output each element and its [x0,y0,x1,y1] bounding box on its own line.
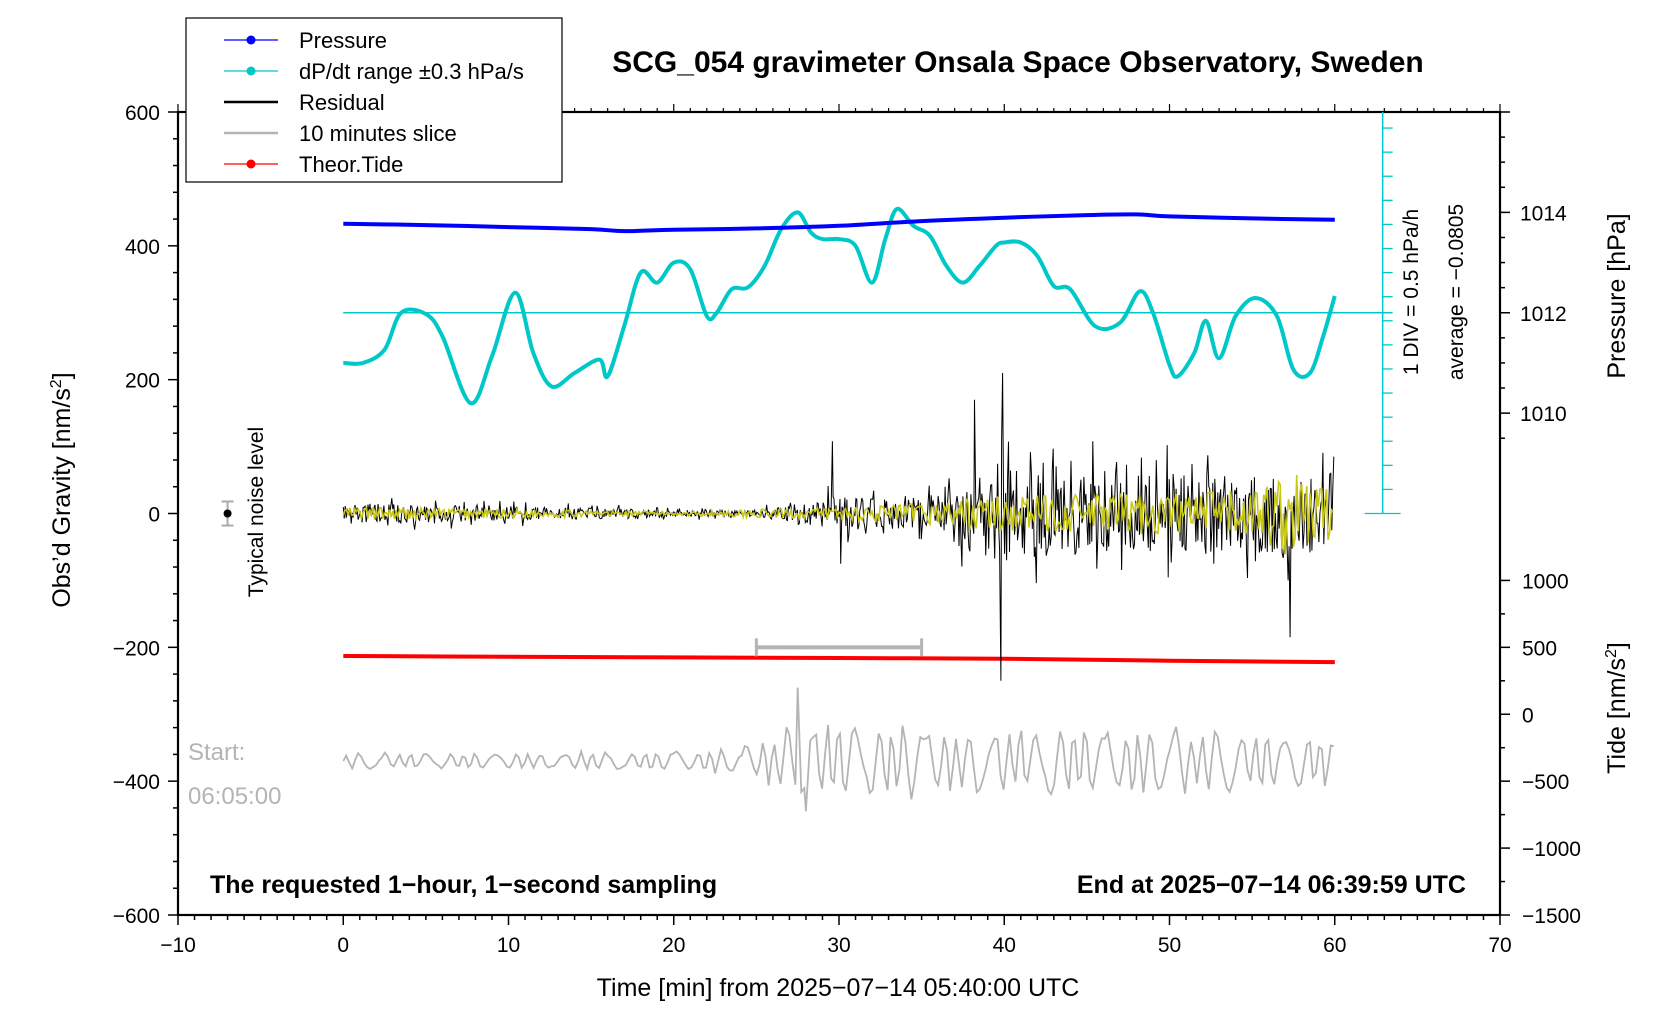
series-layer [342,112,1401,812]
legend-label: dP/dt range ±0.3 hPa/s [299,59,524,84]
legend-label: Pressure [299,28,387,53]
x-axis-label: Time [min] from 2025−07−14 05:40:00 UTC [597,974,1080,1002]
footer-left: The requested 1−hour, 1−second sampling [210,871,717,899]
pressure-tick-label: 1014 [1520,202,1567,225]
residual-smoothed-trace [342,474,1334,555]
tide-tick-label: −1500 [1522,905,1581,928]
x-tick-label: 60 [1323,934,1346,957]
tide-axis: −1500 −1000 −500 0 500 1000 [1500,570,1581,928]
legend-label: Theor.Tide [299,152,403,177]
x-tick-label: 70 [1488,934,1511,957]
x-tick-label: 30 [827,934,850,957]
noise-level-label: Typical noise level [245,427,268,597]
y-tick-label: 600 [125,102,160,125]
legend-marker [246,159,256,169]
slice-start-label: Start: [188,739,245,766]
y-tick-label: 400 [125,236,160,259]
legend-label: Residual [299,90,385,115]
legend-marker [246,35,256,45]
y-tick-label: −400 [113,771,160,794]
x-tick-label: 10 [497,934,520,957]
pressure-tick-label: 1012 [1520,303,1567,326]
pressure-tick-label: 1010 [1520,403,1567,426]
tide-axis-label: Tide [nm/s2] [1603,642,1631,774]
legend-label: 10 minutes slice [299,121,457,146]
dpdt-div-label: 1 DIV = 0.5 hPa/h [1400,209,1423,375]
legend-marker [246,66,256,76]
pressure-line [343,212,1335,234]
dpdt-line [343,206,1337,406]
slice-trace [342,687,1334,812]
pressure-axis: 1010 1012 1014 [1500,111,1567,439]
chart-title: SCG_054 gravimeter Onsala Space Observat… [612,46,1424,79]
tide-line [343,654,1335,665]
tide-tick-label: −500 [1522,771,1569,794]
x-tick-label: 50 [1158,934,1181,957]
tide-tick-label: 0 [1522,704,1534,727]
tide-tick-label: 1000 [1522,570,1569,593]
dpdt-average-label: average = −0.0805 [1445,204,1468,380]
footer-right: End at 2025−07−14 06:39:59 UTC [1077,871,1466,899]
y-tick-label: 200 [125,370,160,393]
x-tick-label: 0 [337,934,349,957]
tide-tick-label: 500 [1522,637,1557,660]
x-tick-label: 20 [662,934,685,957]
x-tick-label: 40 [993,934,1016,957]
legend-box [185,17,563,183]
noise-level-point [223,509,232,518]
y-axis: −600 −400 −200 0 200 400 600 [113,102,178,928]
y-axis-label: Obs’d Gravity [nm/s2] [48,372,76,607]
x-tick-label: −10 [160,934,196,957]
slice-start-time: 06:05:00 [188,783,281,810]
y-tick-label: −200 [113,637,160,660]
pressure-axis-label: Pressure [hPa] [1603,213,1631,378]
residual-trace [342,372,1335,681]
y-tick-label: −600 [113,905,160,928]
legend: Pressure dP/dt range ±0.3 hPa/s Residual 10… [185,17,563,183]
y-tick-label: 0 [148,504,160,527]
annotations [221,500,234,527]
tide-tick-label: −1000 [1522,838,1581,861]
